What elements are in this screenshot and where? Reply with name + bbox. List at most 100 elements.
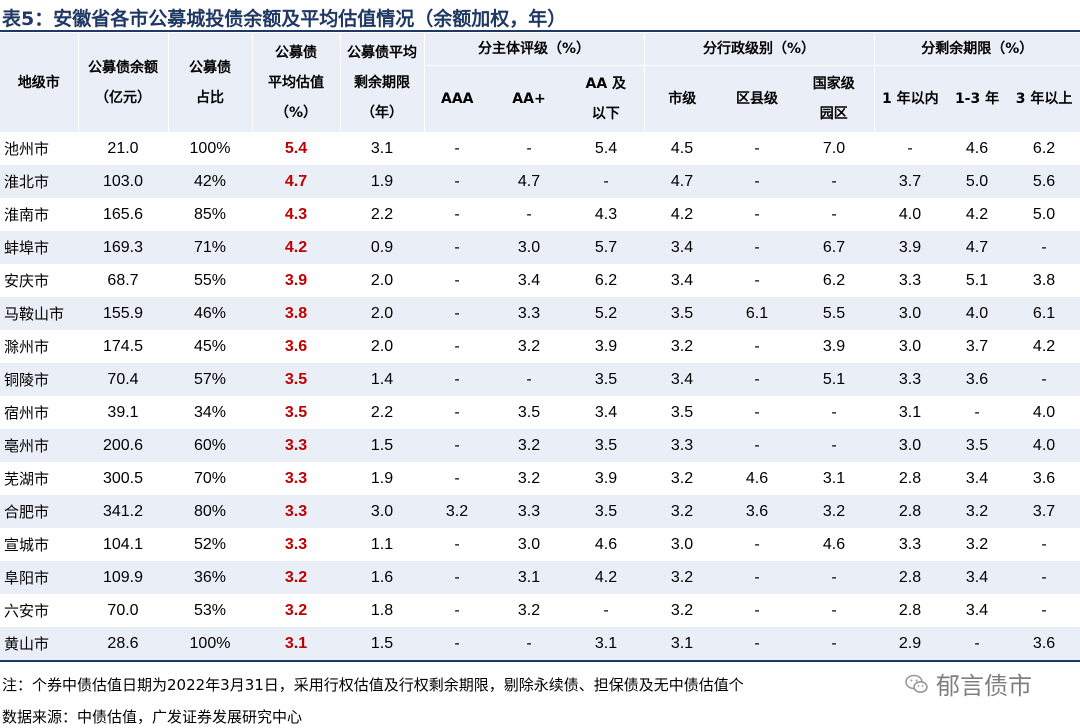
header-line: 园区 xyxy=(819,106,848,122)
cell-avg-valuation: 4.7 xyxy=(252,165,340,198)
cell-city: 马鞍山市 xyxy=(0,297,78,330)
cell-term-over-3y: 4.0 xyxy=(1008,429,1080,462)
cell-admin-city: 3.5 xyxy=(670,403,694,421)
cell-rating-aa-plus: - xyxy=(526,139,532,157)
cell-share: 57% xyxy=(168,363,252,396)
cell-rating-aa-plus: 3.2 xyxy=(517,601,541,619)
cell-admin-county: - xyxy=(754,601,760,619)
header-line: 以下 xyxy=(591,106,620,122)
header-line: 公募债平均 xyxy=(347,44,417,61)
cell-term-over-3y: 5.6 xyxy=(1008,165,1080,198)
cell-admin-park: 6.2 xyxy=(822,271,846,289)
cell-admin-city: 3.4 xyxy=(670,271,694,289)
table-row: 合肥市 341.2 80% 3.3 3.0 3.2 3.3 3.5 3.2 3.6 3.2 2.8 3.… xyxy=(0,495,1080,528)
cell-term-over-3y: - xyxy=(1008,561,1080,594)
header-admin-city: 市级 xyxy=(643,65,721,132)
cell-term-1-3y: 4.6 xyxy=(965,139,989,157)
cell-term-1-3y: 3.7 xyxy=(965,337,989,355)
cell-rating-aaa: - xyxy=(424,363,490,396)
cell-balance: 70.0 xyxy=(107,601,139,619)
cell-term-within-1y: 3.1 xyxy=(898,403,922,421)
cell-rating-aaa: - xyxy=(454,139,460,157)
cell-avg-valuation: 3.2 xyxy=(284,601,308,619)
cell-term-over-3y: 3.8 xyxy=(1032,271,1056,289)
cell-balance: 103.0 xyxy=(78,165,168,198)
cell-admin-park: - xyxy=(794,561,875,594)
cell-term-1-3y: 3.2 xyxy=(946,495,1009,528)
header-avg-term: 公募债平均 剩余期限 （年） xyxy=(339,33,424,132)
cell-avg-valuation: 3.1 xyxy=(252,627,340,662)
cell-admin-city: 3.2 xyxy=(670,469,694,487)
cell-admin-park: - xyxy=(831,601,837,619)
cell-rating-aaa: 3.2 xyxy=(424,495,490,528)
table-row: 亳州市 200.6 60% 3.3 1.5-3.2 3.5 3.3- -3.0 3.5 4.0 xyxy=(0,429,1080,462)
table-row: 黄山市 28.6 100% 3.1 1.5- -3.1 3.1- -2.9-3.6 xyxy=(0,627,1080,662)
header-term-1-3y: 1-3 年 xyxy=(946,65,1009,132)
cell-city: 芜湖市 xyxy=(4,470,50,488)
cell-avg-valuation: 5.4 xyxy=(284,139,308,157)
header-avg-valuation: 公募债 平均估值 （%） xyxy=(251,33,340,132)
cell-admin-park: 4.6 xyxy=(822,535,846,553)
cell-share: 70% xyxy=(193,469,227,487)
header-line: 国家级 xyxy=(812,76,855,92)
cell-term-within-1y: 2.8 xyxy=(898,469,922,487)
cell-share: 52% xyxy=(193,535,227,553)
cell-avg-valuation: 3.3 xyxy=(252,429,340,462)
cell-rating-aa-plus: 3.5 xyxy=(517,403,541,421)
cell-city: 亳州市 xyxy=(0,429,78,462)
cell-city: 黄山市 xyxy=(0,627,78,662)
cell-rating-aaa: - xyxy=(424,561,490,594)
cell-rating-aa-below: 4.3 xyxy=(594,205,618,223)
header-line: 占比 xyxy=(196,89,224,106)
cell-admin-county: 3.6 xyxy=(720,495,795,528)
header-rating-aaa: AAA xyxy=(423,65,490,132)
cell-avg-valuation: 4.2 xyxy=(252,231,340,264)
cell-balance: 21.0 xyxy=(107,139,139,157)
cell-admin-city: 4.2 xyxy=(670,205,694,223)
cell-admin-park: 3.1 xyxy=(822,469,846,487)
cell-term-1-3y: 3.6 xyxy=(946,363,1009,396)
cell-rating-aaa: - xyxy=(454,205,460,223)
cell-rating-aa-plus: 4.7 xyxy=(490,165,568,198)
cell-term-over-3y: - xyxy=(1041,601,1047,619)
cell-share: 36% xyxy=(168,561,252,594)
cell-rating-aa-below: 3.5 xyxy=(568,495,645,528)
watermark: 郁言债市 xyxy=(904,666,1032,701)
cell-term-within-1y: 3.9 xyxy=(874,231,947,264)
cell-rating-aa-plus: 3.1 xyxy=(490,561,568,594)
table-row: 芜湖市 300.5 70% 3.3 1.9 - 3.2 3.9 3.2 4.6 3.1 2.8 3.4 3… xyxy=(0,462,1080,495)
cell-admin-city: 3.2 xyxy=(670,601,694,619)
cell-admin-county: - xyxy=(720,165,795,198)
cell-rating-aa-below: - xyxy=(603,601,609,619)
cell-admin-park: - xyxy=(794,165,875,198)
cell-term-within-1y: 3.0 xyxy=(874,429,947,462)
cell-rating-aa-below: 4.6 xyxy=(594,535,618,553)
cell-admin-park: - xyxy=(794,627,875,662)
cell-term-over-3y: 5.0 xyxy=(1032,205,1056,223)
cell-admin-county: - xyxy=(754,403,760,421)
cell-rating-aa-plus: - xyxy=(490,627,568,662)
data-source: 数据来源：中债估值，广发证券发展研究中心 xyxy=(2,708,303,726)
cell-term-within-1y: 3.7 xyxy=(874,165,947,198)
table-row: 淮南市 165.6 85% 4.3 2.2 - - 4.3 4.2 - - 4.0 4.2 5.0 xyxy=(0,198,1080,231)
cell-avg-term: 2.2 xyxy=(370,403,394,421)
cell-city: 宣城市 xyxy=(4,536,50,554)
cell-avg-term: 1.4 xyxy=(340,363,424,396)
cell-term-1-3y: 3.4 xyxy=(965,601,989,619)
header-admin-group: 分行政级别（%） xyxy=(643,33,875,66)
cell-term-within-1y: 3.3 xyxy=(898,271,922,289)
table-note: 注：个券中债估值日期为2022年3月31日，采用行权估值及行权剩余期限，剔除永续… xyxy=(2,676,744,694)
cell-admin-park: 7.0 xyxy=(822,139,846,157)
cell-share: 34% xyxy=(193,403,227,421)
cell-avg-valuation: 3.5 xyxy=(284,403,308,421)
cell-term-1-3y: 5.0 xyxy=(946,165,1009,198)
cell-term-within-1y: 2.8 xyxy=(874,561,947,594)
cell-rating-aa-below: 3.1 xyxy=(568,627,645,662)
cell-city: 合肥市 xyxy=(0,495,78,528)
header-term-over-3y: 3 年以上 xyxy=(1008,65,1080,132)
cell-avg-term: 2.0 xyxy=(340,297,424,330)
header-line: 剩余期限 xyxy=(354,74,410,91)
cell-term-over-3y: - xyxy=(1008,363,1080,396)
cell-rating-aaa: - xyxy=(454,403,460,421)
cell-share: 53% xyxy=(193,601,227,619)
